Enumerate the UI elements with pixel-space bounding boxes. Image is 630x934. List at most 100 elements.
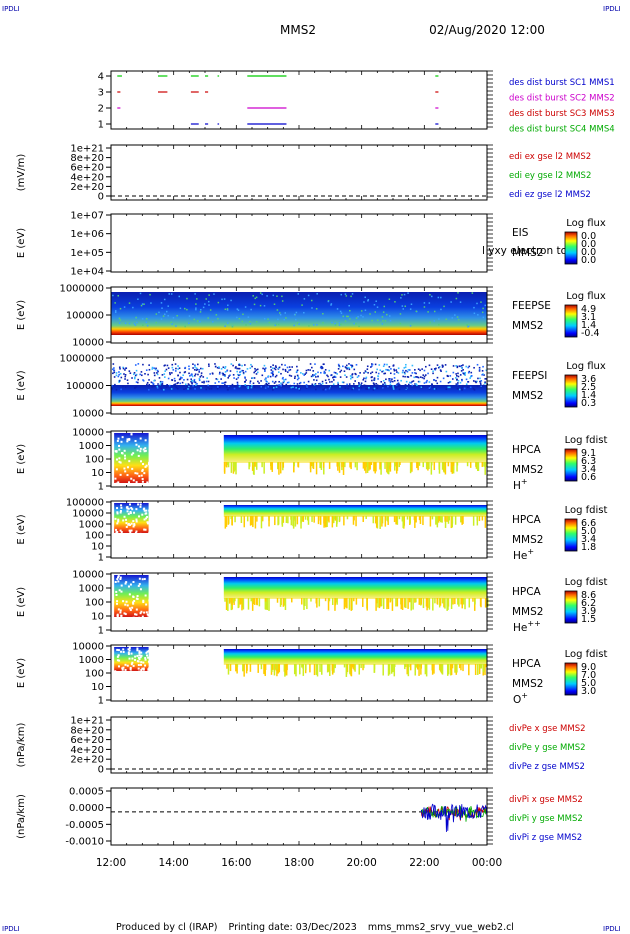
- panel-feepsi-pixel: [244, 364, 246, 366]
- panel-feepse-pixel: [440, 296, 442, 299]
- panel-feepse-ytick-label: 10000: [72, 338, 104, 349]
- panel-hpca_h-spike: [366, 462, 369, 473]
- panel-hpca_h-gap: [118, 457, 121, 460]
- panel-feepsi-pixel: [122, 366, 124, 369]
- panel-feepsi-pixel: [346, 368, 348, 370]
- panel-feepsi-pixel: [371, 365, 373, 367]
- panel-feepse-pixel: [132, 306, 134, 309]
- panel-feepsi-label-0: FEEPSI: [512, 370, 547, 382]
- panel-feepsi-pixel: [115, 388, 118, 391]
- panel-hpca_h-spike: [483, 462, 485, 467]
- panel-feepsi-pixel: [227, 377, 230, 379]
- panel-hpca_o-spike: [353, 664, 355, 671]
- panel-feepsi-pixel: [359, 384, 362, 386]
- panel-hpca_h-spike: [232, 462, 235, 474]
- panel-feepsi-pixel: [474, 380, 477, 383]
- panel-feepse-pixel: [334, 324, 337, 326]
- panel-feepsi-pixel: [282, 376, 284, 379]
- panel-feepsi-pixel: [168, 384, 171, 387]
- panel-hpca_h-spike: [338, 462, 341, 473]
- panel-feepse-pixel: [281, 300, 284, 302]
- panel-feepse-pixel: [226, 309, 229, 311]
- panel-feepsi-pixel: [393, 368, 395, 371]
- panel-feepsi-pixel: [229, 374, 231, 377]
- panel-hpca_h-spike: [309, 462, 312, 473]
- panel-feepse-cbar-label: 4.9: [581, 304, 596, 315]
- panel-feepsi-pixel: [393, 380, 396, 382]
- panel-hpca_he2-cbar-title: Log fdist: [565, 577, 608, 588]
- panel-feepsi-pixel: [111, 384, 113, 387]
- panel-hpca_he2-gap: [136, 595, 139, 598]
- panel-edi-ytick-label: 6e+20: [70, 163, 104, 174]
- panel-feepsi-pixel: [288, 369, 290, 372]
- panel-hpca_o-spike: [451, 664, 454, 669]
- panel-feepsi-pixel: [205, 385, 207, 388]
- panel-feepse-pixel: [301, 304, 303, 306]
- panel-feepsi-pixel: [218, 366, 220, 368]
- panel-hpca_he-gap: [120, 530, 123, 533]
- panel-feepsi-pixel: [119, 367, 121, 370]
- panel-feepse-pixel: [134, 324, 137, 326]
- panel-feepsi-pixel: [353, 368, 356, 371]
- panel-feepse-pixel: [473, 312, 476, 315]
- panel-hpca_he-spike: [285, 516, 288, 523]
- panel-feepse-pixel: [313, 324, 315, 326]
- panel-feepsi-pixel: [350, 366, 353, 369]
- panel-feepsi-cbar-label: 3.6: [581, 374, 596, 385]
- panel-feepse-pixel: [466, 324, 468, 326]
- panel-feepsi-pixel: [423, 369, 426, 372]
- panel-feepsi-pixel: [341, 381, 344, 384]
- panel-hpca_he2-gap: [120, 590, 123, 593]
- panel-hpca_he2-spike: [252, 598, 255, 605]
- panel-hpca_h-spike: [270, 462, 272, 470]
- footer-printing-date: Printing date: 03/Dec/2023: [229, 922, 357, 933]
- panel-hpca_he-spike: [225, 516, 228, 527]
- panel-feepse-pixel: [455, 297, 458, 300]
- panel-feepsi-pixel: [173, 383, 175, 386]
- panel-feepse-pixel: [128, 322, 131, 325]
- panel-feepse-pixel: [141, 318, 144, 320]
- panel-feepsi-pixel: [421, 386, 424, 389]
- panel-hpca_he-spike: [252, 516, 254, 528]
- panel-hpca_o-gap: [117, 649, 120, 652]
- panel-hpca_he-spike: [304, 516, 307, 520]
- panel-feepsi-pixel: [197, 363, 199, 366]
- panel-hpca_he-ytick-label: 100000: [66, 498, 104, 509]
- panel-feepsi-pixel: [368, 386, 370, 389]
- panel-hpca_he-gap: [134, 531, 137, 534]
- panel-feepse-pixel: [342, 315, 345, 318]
- panel-feepsi-pixel: [141, 374, 143, 377]
- panel-hpca_he2-gap: [134, 613, 137, 616]
- panel-hpca_he-spike: [333, 516, 336, 520]
- panel-hpca_h-gap: [119, 461, 122, 464]
- panel-feepsi-pixel: [273, 382, 276, 384]
- panel-hpca_he2-spike: [353, 598, 355, 602]
- panel-hpca_o-gap: [116, 648, 119, 651]
- panel-feepsi-pixel: [272, 388, 274, 391]
- panel-feepsi-pixel: [385, 378, 387, 381]
- panel-hpca_he-spike: [384, 516, 387, 527]
- x-tick-label: 16:00: [221, 857, 251, 869]
- panel-feepsi-pixel: [332, 376, 335, 378]
- panel-feepsi-pixel: [446, 375, 449, 377]
- panel-feepsi-pixel: [200, 372, 203, 374]
- panel-hpca_h-spike: [398, 462, 400, 468]
- panel-feepsi-pixel: [219, 371, 221, 374]
- panel-feepsi-pixel: [311, 366, 313, 369]
- panel-hpca_o-spike: [316, 664, 319, 677]
- panel-hpca_he2-spike: [436, 598, 439, 605]
- panel-feepse-pixel: [357, 316, 359, 318]
- panel-feepsi-pixel: [255, 373, 258, 375]
- panel-divpe-legend-item: divPe y gse MMS2: [509, 743, 586, 753]
- panel-feepse-pixel: [114, 302, 116, 304]
- panel-feepsi-pixel: [386, 369, 389, 371]
- panel-feepsi-pixel: [456, 387, 459, 390]
- panel-hpca_o-spike: [414, 664, 416, 676]
- panel-hpca_he-cbar-label: 1.8: [581, 542, 596, 553]
- panel-feepse-pixel: [196, 298, 198, 300]
- panel-feepse-pixel: [150, 302, 152, 304]
- panel-hpca_he2-gap: [129, 608, 132, 611]
- panel-divpe-ytick-label: 6e+20: [70, 735, 104, 746]
- panel-feepsi-pixel: [156, 387, 159, 389]
- panel-feepsi-pixel: [191, 375, 194, 378]
